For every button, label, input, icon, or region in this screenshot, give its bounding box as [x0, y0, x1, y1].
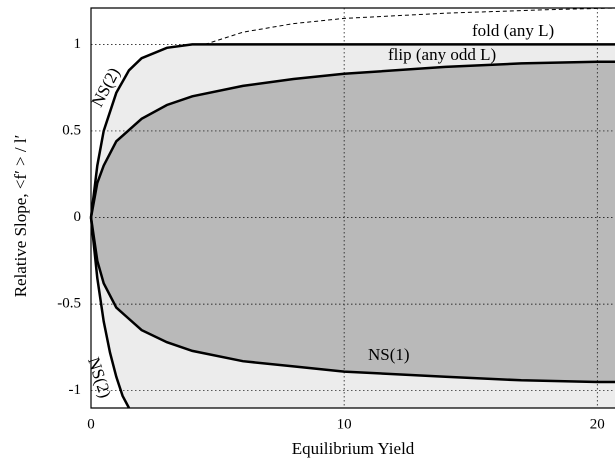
y-tick-label: -0.5: [57, 296, 81, 312]
x-tick-label: 10: [337, 416, 352, 432]
curve-label: NS(1): [368, 345, 410, 364]
curve: [89, 43, 615, 218]
y-axis-label: Relative Slope, <f′ > / l′: [11, 135, 30, 298]
curve-label: NS(2): [84, 355, 115, 400]
curve: [89, 217, 615, 384]
curve: [89, 60, 615, 218]
y-tick-label: 0: [74, 209, 82, 225]
curve-label: flip (any odd L): [388, 45, 496, 64]
curve-label: fold (any L): [472, 21, 554, 40]
x-tick-label: 20: [590, 416, 605, 432]
curve: [89, 217, 131, 409]
y-tick-label: -1: [69, 382, 82, 398]
y-tick-label: 1: [74, 36, 82, 52]
plot-frame: [90, 7, 615, 409]
x-tick-label: 0: [87, 416, 95, 432]
curve: [204, 7, 615, 45]
chaotic-region: [91, 61, 615, 383]
y-tick-label: 0.5: [62, 122, 81, 138]
x-axis-label: Equilibrium Yield: [292, 439, 415, 458]
